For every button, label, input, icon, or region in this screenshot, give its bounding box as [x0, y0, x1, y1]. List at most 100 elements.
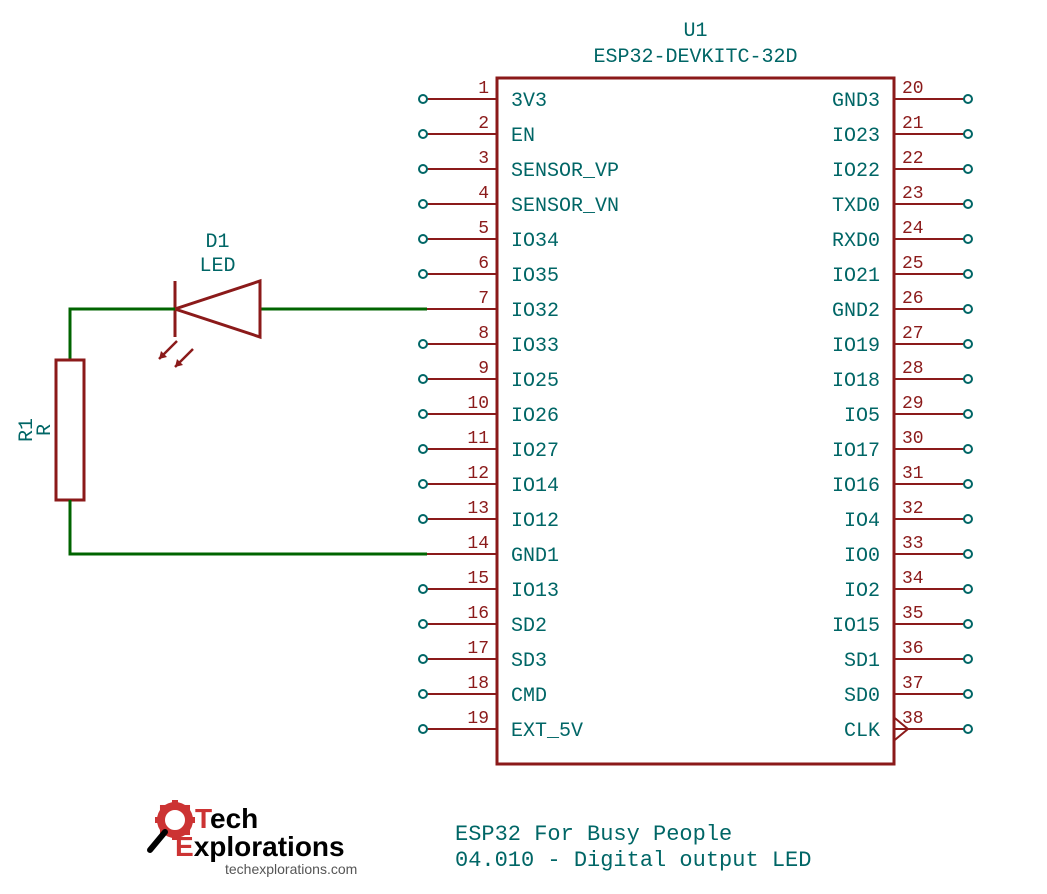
pin-label-26: GND2 — [832, 300, 880, 323]
resistor-value: R — [34, 424, 57, 436]
logo-gear-tooth — [172, 800, 178, 806]
nc-marker-22 — [964, 165, 972, 173]
pin-label-32: IO4 — [844, 510, 880, 533]
led-name: LED — [199, 255, 235, 278]
pin-num-12: 12 — [467, 464, 489, 484]
pin-num-23: 23 — [902, 184, 924, 204]
nc-marker-33 — [964, 550, 972, 558]
pin-num-17: 17 — [467, 639, 489, 659]
nc-marker-35 — [964, 620, 972, 628]
pin-label-31: IO16 — [832, 475, 880, 498]
led-triangle — [175, 281, 260, 337]
schematic-canvas: U1ESP32-DEVKITC-32D13V32EN3SENSOR_VP4SEN… — [0, 0, 1047, 894]
pin-label-18: CMD — [511, 685, 547, 708]
nc-marker-34 — [964, 585, 972, 593]
pin-num-31: 31 — [902, 464, 924, 484]
pin-label-2: EN — [511, 125, 535, 148]
nc-marker-21 — [964, 130, 972, 138]
logo-explorations: Explorations — [175, 831, 345, 862]
pin-num-18: 18 — [467, 674, 489, 694]
pin-num-15: 15 — [467, 569, 489, 589]
pin-label-28: IO18 — [832, 370, 880, 393]
pin-num-16: 16 — [467, 604, 489, 624]
pin-label-5: IO34 — [511, 230, 559, 253]
nc-marker-27 — [964, 340, 972, 348]
pin-label-23: TXD0 — [832, 195, 880, 218]
pin-num-24: 24 — [902, 219, 924, 239]
pin-num-9: 9 — [478, 359, 489, 379]
pin-label-36: SD1 — [844, 650, 880, 673]
nc-marker-36 — [964, 655, 972, 663]
pin-label-25: IO21 — [832, 265, 880, 288]
nc-marker-5 — [419, 235, 427, 243]
nc-marker-4 — [419, 200, 427, 208]
pin-num-36: 36 — [902, 639, 924, 659]
wire-led-resistor — [70, 309, 175, 360]
pin-label-37: SD0 — [844, 685, 880, 708]
nc-marker-26 — [964, 305, 972, 313]
nc-marker-11 — [419, 445, 427, 453]
pin-num-34: 34 — [902, 569, 924, 589]
nc-marker-3 — [419, 165, 427, 173]
pin-label-14: GND1 — [511, 545, 559, 568]
pin-label-3: SENSOR_VP — [511, 160, 619, 183]
wire-resistor-gnd — [70, 500, 427, 554]
nc-marker-37 — [964, 690, 972, 698]
pin-label-11: IO27 — [511, 440, 559, 463]
pin-label-15: IO13 — [511, 580, 559, 603]
pin-num-7: 7 — [478, 289, 489, 309]
pin-num-28: 28 — [902, 359, 924, 379]
resistor-body — [56, 360, 84, 500]
footer-line2: 04.010 - Digital output LED — [455, 848, 811, 873]
pin-num-4: 4 — [478, 184, 489, 204]
pin-num-21: 21 — [902, 114, 924, 134]
nc-marker-20 — [964, 95, 972, 103]
nc-marker-31 — [964, 480, 972, 488]
nc-marker-16 — [419, 620, 427, 628]
pin-num-3: 3 — [478, 149, 489, 169]
pin-num-13: 13 — [467, 499, 489, 519]
pin-label-19: EXT_5V — [511, 720, 583, 743]
nc-marker-23 — [964, 200, 972, 208]
logo-url: techexplorations.com — [225, 861, 357, 877]
nc-marker-2 — [419, 130, 427, 138]
nc-marker-9 — [419, 375, 427, 383]
logo-handle — [150, 832, 165, 850]
pin-label-29: IO5 — [844, 405, 880, 428]
pin-num-29: 29 — [902, 394, 924, 414]
pin-label-22: IO22 — [832, 160, 880, 183]
nc-marker-38 — [964, 725, 972, 733]
nc-marker-28 — [964, 375, 972, 383]
pin-label-21: IO23 — [832, 125, 880, 148]
pin-num-33: 33 — [902, 534, 924, 554]
pin-label-17: SD3 — [511, 650, 547, 673]
pin-num-19: 19 — [467, 709, 489, 729]
nc-marker-6 — [419, 270, 427, 278]
footer-line1: ESP32 For Busy People — [455, 822, 732, 847]
chip-name: ESP32-DEVKITC-32D — [593, 46, 797, 69]
nc-marker-30 — [964, 445, 972, 453]
nc-marker-17 — [419, 655, 427, 663]
pin-label-13: IO12 — [511, 510, 559, 533]
pin-num-37: 37 — [902, 674, 924, 694]
pin-num-1: 1 — [478, 79, 489, 99]
nc-marker-8 — [419, 340, 427, 348]
pin-num-38: 38 — [902, 709, 924, 729]
pin-num-11: 11 — [467, 429, 489, 449]
led-ref: D1 — [205, 231, 229, 254]
nc-marker-32 — [964, 515, 972, 523]
logo-tech: Tech — [195, 803, 258, 834]
pin-label-16: SD2 — [511, 615, 547, 638]
nc-marker-25 — [964, 270, 972, 278]
pin-num-8: 8 — [478, 324, 489, 344]
pin-num-10: 10 — [467, 394, 489, 414]
pin-label-9: IO25 — [511, 370, 559, 393]
pin-num-25: 25 — [902, 254, 924, 274]
logo-gear-tooth — [155, 817, 161, 823]
pin-label-10: IO26 — [511, 405, 559, 428]
pin-label-12: IO14 — [511, 475, 559, 498]
nc-marker-24 — [964, 235, 972, 243]
pin-num-6: 6 — [478, 254, 489, 274]
pin-num-26: 26 — [902, 289, 924, 309]
nc-marker-29 — [964, 410, 972, 418]
